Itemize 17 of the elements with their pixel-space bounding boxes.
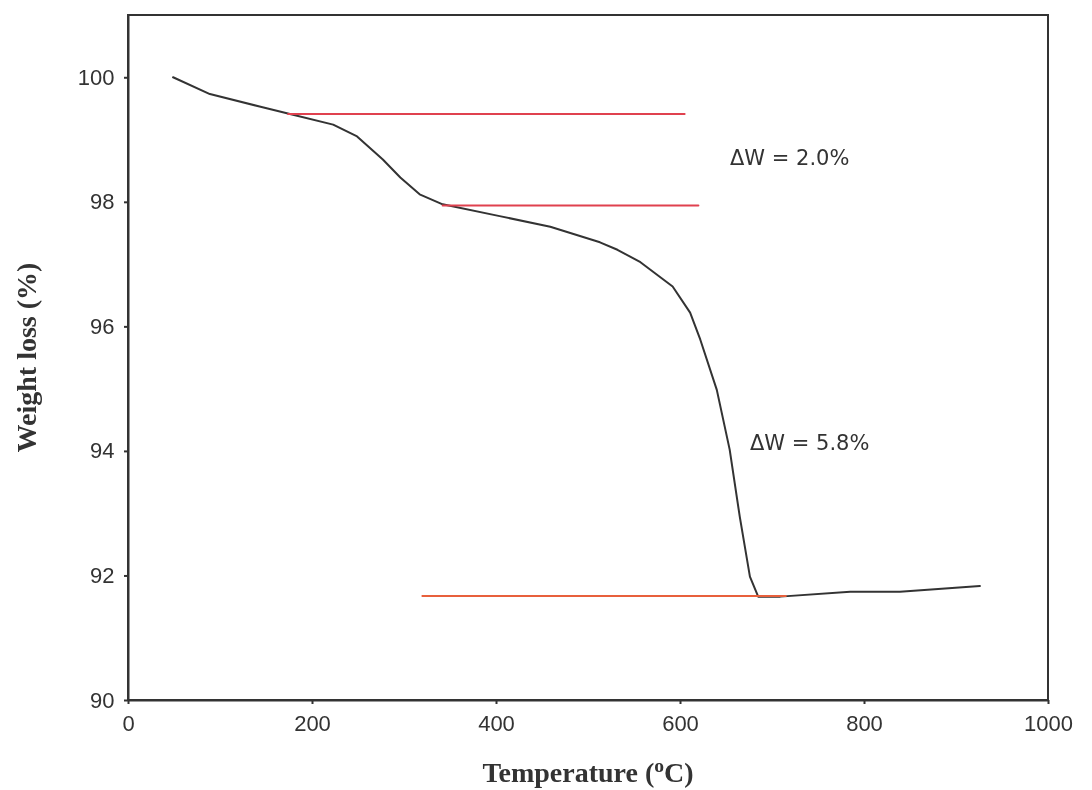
- x-tick-label: 200: [294, 711, 331, 737]
- annotation: ΔW = 2.0%: [730, 146, 850, 170]
- x-tick-label: 0: [122, 711, 135, 737]
- line-series: [172, 76, 981, 598]
- y-tick-label: 90: [89, 687, 115, 713]
- y-tick-label: 100: [77, 64, 115, 90]
- y-axis-title: Weight loss (%): [11, 262, 42, 453]
- y-tick-label: 92: [89, 562, 115, 588]
- x-tick-label: 800: [846, 711, 883, 737]
- y-tick-label: 98: [89, 189, 115, 215]
- y-tick-label: 96: [89, 313, 115, 339]
- annotation: ΔW = 5.8%: [750, 431, 870, 455]
- y-tick-label: 94: [89, 438, 115, 464]
- x-axis-title: Temperature ($^{o}$C): [482, 754, 694, 788]
- x-tick-label: 1000: [1024, 711, 1073, 737]
- x-tick-label: 400: [478, 711, 515, 737]
- x-tick-label: 600: [662, 711, 699, 737]
